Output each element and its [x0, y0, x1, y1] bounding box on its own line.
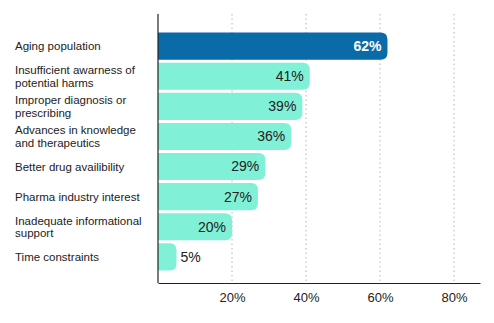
tick-label: 40% — [294, 290, 320, 305]
bar — [158, 93, 302, 120]
category-label: Aging population — [15, 40, 101, 52]
data-label: 20% — [198, 219, 226, 235]
tick-label: 80% — [442, 290, 468, 305]
data-label: 5% — [181, 249, 201, 265]
bar — [158, 213, 232, 240]
plot: 62% 41% 39% 36% 29% 27% 20% 5% 20% 40% 60% 80% — [158, 14, 481, 305]
data-label: 29% — [231, 158, 259, 174]
category-label: Insufficient awarness ofpotential harms — [15, 64, 136, 89]
y-axis-labels: Aging population Insufficient awarness of… — [15, 40, 142, 263]
data-label: 39% — [268, 98, 296, 114]
x-axis: 20% 40% 60% 80% — [159, 283, 481, 305]
category-label: Inadequate informationalsupport — [15, 215, 142, 240]
category-label: Improper diagnosis orprescribing — [15, 94, 126, 119]
x-axis-line — [159, 283, 481, 284]
data-labels: 62% 41% 39% 36% 29% 27% 20% 5% — [181, 38, 383, 265]
category-label: Time constraints — [15, 251, 99, 263]
data-label: 41% — [276, 68, 304, 84]
tick-label: 20% — [220, 290, 246, 305]
category-label: Better drug availibility — [15, 161, 125, 173]
category-label: Pharma industry interest — [15, 191, 140, 203]
bar — [158, 33, 387, 60]
bar — [158, 123, 291, 150]
bars — [158, 33, 387, 271]
data-label: 27% — [224, 189, 252, 205]
bar — [158, 63, 310, 90]
tick: 60% — [368, 283, 394, 305]
bar — [158, 243, 177, 270]
y-axis-line — [157, 14, 158, 283]
tick: 20% — [220, 283, 246, 305]
tick: 80% — [442, 283, 468, 305]
bar — [158, 183, 258, 210]
chart-svg: 62% 41% 39% 36% 29% 27% 20% 5% 20% 40% 60% 80% Aging… — [0, 0, 494, 323]
tick: 40% — [294, 283, 320, 305]
data-label: 62% — [353, 38, 382, 54]
category-label: Advances in knowledgeand therapeutics — [15, 124, 136, 149]
bar — [158, 153, 265, 180]
data-label: 36% — [257, 128, 285, 144]
grid-line — [454, 14, 455, 283]
chart-container: 62% 41% 39% 36% 29% 27% 20% 5% 20% 40% 60% 80% Aging… — [0, 0, 494, 323]
tick-label: 60% — [368, 290, 394, 305]
